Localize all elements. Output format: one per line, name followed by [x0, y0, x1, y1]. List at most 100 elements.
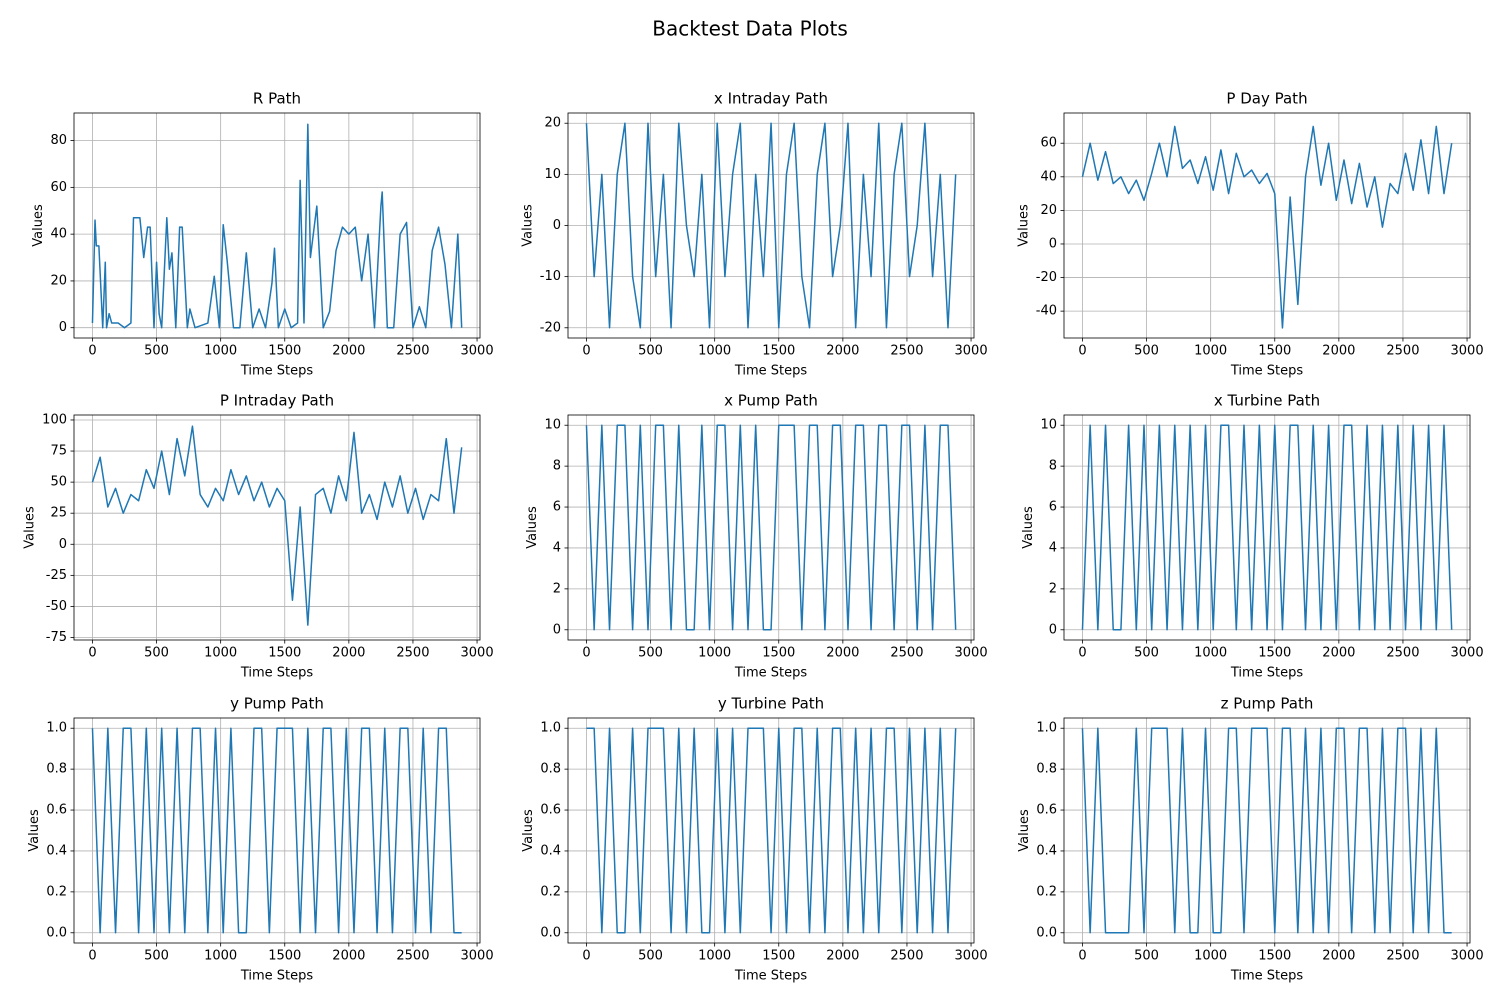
subplot-title: y Pump Path — [230, 695, 324, 713]
y-axis-label: Values — [520, 204, 535, 247]
y-tick-label: 0 — [59, 320, 67, 335]
y-axis-label: Values — [31, 204, 46, 247]
axes-frame — [1063, 717, 1471, 944]
y-tick-label: 0.6 — [46, 803, 67, 818]
data-line — [91, 123, 463, 329]
y-tick-label: 20 — [1040, 203, 1057, 218]
x-tick-label: 500 — [144, 646, 169, 661]
x-tick-label: 2000 — [826, 344, 859, 359]
x-tick-label: 0 — [582, 344, 590, 359]
x-axis-label: Time Steps — [240, 666, 314, 681]
subplot: 0 500 1000 1500 2000 2500 3000 0 2 4 6 8 10 x Turbine… — [1021, 392, 1484, 681]
grid — [568, 415, 974, 640]
x-tick-label: 3000 — [955, 646, 988, 661]
x-tick-label: 500 — [1134, 344, 1159, 359]
y-tick-label: 40 — [50, 227, 67, 242]
y-tick-label: -10 — [540, 269, 561, 284]
y-tick-label: 4 — [553, 540, 561, 555]
subplot: 0 500 1000 1500 2000 2500 3000 0 20 40 60 80 R Path T… — [31, 90, 494, 379]
x-tick-label: 2000 — [332, 949, 365, 964]
y-tick-label: 10 — [544, 167, 561, 182]
grid — [1064, 113, 1470, 338]
data-line — [585, 122, 957, 329]
y-tick-label: 20 — [50, 273, 67, 288]
x-tick-label: 2500 — [1386, 646, 1419, 661]
x-tick-label: 1000 — [698, 646, 731, 661]
axes-frame — [567, 112, 975, 339]
x-axis-label: Time Steps — [240, 364, 314, 379]
x-axis-label: Time Steps — [1230, 666, 1304, 681]
y-tick-label: 25 — [50, 506, 67, 521]
x-tick-label: 500 — [1134, 949, 1159, 964]
x-tick-label: 2500 — [890, 344, 923, 359]
y-tick-label: 100 — [42, 412, 67, 427]
x-axis-label: Time Steps — [240, 969, 314, 984]
x-tick-label: 500 — [1134, 646, 1159, 661]
axes-frame — [73, 112, 481, 339]
x-tick-label: 1500 — [268, 949, 301, 964]
y-axis-label: Values — [1021, 506, 1036, 549]
x-tick-label: 1500 — [268, 344, 301, 359]
x-tick-label: 2500 — [890, 949, 923, 964]
subplot: 0 500 1000 1500 2000 2500 3000 -20 -10 0 10 20 x Int… — [520, 90, 987, 379]
y-tick-label: 80 — [50, 133, 67, 148]
x-tick-label: 1000 — [204, 646, 237, 661]
y-tick-label: 0 — [553, 622, 561, 637]
x-tick-label: 0 — [582, 949, 590, 964]
y-tick-label: 0.6 — [540, 803, 561, 818]
x-axis-label: Time Steps — [734, 364, 808, 379]
figure-title: Backtest Data Plots — [652, 17, 848, 41]
y-axis-label: Values — [1016, 204, 1031, 247]
x-tick-label: 3000 — [1451, 646, 1484, 661]
x-tick-label: 1500 — [762, 646, 795, 661]
y-tick-label: 6 — [553, 500, 561, 515]
y-tick-label: 0.2 — [46, 884, 67, 899]
x-tick-label: 2000 — [332, 646, 365, 661]
subplot-title: y Turbine Path — [718, 695, 824, 713]
y-tick-label: -20 — [540, 320, 561, 335]
x-tick-label: 0 — [582, 646, 590, 661]
axes-frame — [73, 717, 481, 944]
y-tick-label: 50 — [50, 475, 67, 490]
x-tick-label: 2500 — [396, 949, 429, 964]
x-tick-label: 1000 — [1194, 646, 1227, 661]
y-tick-label: 0.0 — [540, 925, 561, 940]
subplot-title: x Pump Path — [724, 392, 818, 410]
x-tick-label: 1500 — [1258, 344, 1291, 359]
x-axis-label: Time Steps — [734, 666, 808, 681]
subplot: 0 500 1000 1500 2000 2500 3000 0.0 0.2 0.4 0.6 0.8 1… — [1017, 695, 1484, 984]
data-line — [91, 425, 463, 626]
x-tick-label: 3000 — [955, 344, 988, 359]
y-tick-label: 0.4 — [1036, 843, 1057, 858]
subplot-title: P Intraday Path — [220, 392, 334, 410]
data-line — [586, 727, 957, 934]
x-tick-label: 0 — [88, 344, 96, 359]
y-tick-label: 4 — [1049, 540, 1057, 555]
data-line — [1081, 125, 1453, 329]
y-tick-label: 6 — [1049, 500, 1057, 515]
y-tick-label: -75 — [46, 630, 67, 645]
x-tick-label: 3000 — [1451, 949, 1484, 964]
axes-frame — [567, 717, 975, 944]
grid — [74, 415, 480, 640]
x-tick-label: 1000 — [1194, 949, 1227, 964]
y-tick-label: 2 — [1049, 581, 1057, 596]
y-tick-label: -40 — [1036, 304, 1057, 319]
y-tick-label: -20 — [1036, 270, 1057, 285]
x-axis-label: Time Steps — [734, 969, 808, 984]
x-tick-label: 3000 — [461, 949, 494, 964]
y-tick-label: 0 — [1049, 622, 1057, 637]
y-tick-label: 0.2 — [540, 884, 561, 899]
x-tick-label: 2000 — [1322, 344, 1355, 359]
y-tick-label: -50 — [46, 599, 67, 614]
x-axis-label: Time Steps — [1230, 364, 1304, 379]
x-tick-label: 500 — [638, 646, 663, 661]
y-axis-label: Values — [1017, 809, 1032, 852]
x-tick-label: 500 — [144, 949, 169, 964]
x-tick-label: 2000 — [1322, 646, 1355, 661]
axes-frame — [1063, 112, 1471, 339]
y-tick-label: 20 — [544, 116, 561, 131]
axes-frame — [1063, 414, 1471, 641]
x-tick-label: 0 — [1078, 949, 1086, 964]
